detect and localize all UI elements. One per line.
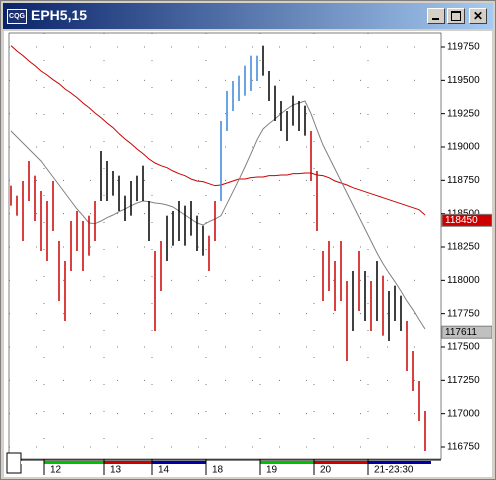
y-tick-label: 119000 bbox=[447, 142, 480, 153]
close-button[interactable]: ✕ bbox=[469, 8, 487, 24]
minimize-button[interactable] bbox=[427, 8, 445, 24]
x-tick-label: 13 bbox=[110, 465, 122, 476]
y-tick-label: 118000 bbox=[447, 275, 480, 286]
y-tick-label: 119500 bbox=[447, 75, 480, 86]
y-tick-label: 118750 bbox=[447, 175, 480, 186]
day-strip bbox=[104, 461, 152, 464]
day-strip bbox=[206, 461, 260, 464]
y-tick-label: 118250 bbox=[447, 242, 480, 253]
y-tick-label: 119250 bbox=[447, 108, 480, 119]
price-marker-label: 117611 bbox=[445, 327, 477, 338]
price-marker bbox=[441, 213, 492, 227]
x-tick-label: 20 bbox=[320, 465, 332, 476]
moving-average bbox=[10, 45, 426, 216]
price-marker bbox=[441, 325, 492, 339]
day-strip bbox=[260, 461, 314, 464]
app-icon: CQG bbox=[7, 9, 27, 24]
x-tick-label: 19 bbox=[266, 465, 278, 476]
day-strip bbox=[314, 461, 368, 464]
moving-average bbox=[10, 100, 426, 330]
window-title: EPH5,15 bbox=[31, 7, 88, 23]
x-tick-label: 14 bbox=[158, 465, 170, 476]
y-tick-label: 117750 bbox=[447, 308, 480, 319]
day-strip bbox=[21, 461, 44, 464]
title-bar: CQG EPH5,15 ✕ bbox=[3, 3, 493, 29]
y-tick-label: 116750 bbox=[447, 442, 480, 453]
y-tick-label: 119750 bbox=[447, 42, 480, 53]
corner-box[interactable] bbox=[6, 452, 22, 474]
day-strip bbox=[44, 461, 104, 464]
y-tick-label: 117500 bbox=[447, 342, 480, 353]
x-tick-label: 18 bbox=[212, 465, 224, 476]
price-marker-label: 118450 bbox=[445, 215, 478, 226]
day-strip bbox=[368, 461, 431, 464]
day-strip bbox=[152, 461, 206, 464]
plot-area bbox=[8, 32, 442, 460]
x-tick-label: 21-23:30 bbox=[374, 465, 414, 476]
y-tick-label: 117000 bbox=[447, 408, 480, 419]
chart: 116750 117000 117250 117500 117750 118000 1182… bbox=[4, 31, 492, 477]
x-tick-label: 12 bbox=[50, 465, 62, 476]
y-tick-label: 117250 bbox=[447, 375, 480, 386]
maximize-button[interactable] bbox=[447, 8, 465, 24]
y-tick-label: 118500 bbox=[447, 208, 480, 219]
